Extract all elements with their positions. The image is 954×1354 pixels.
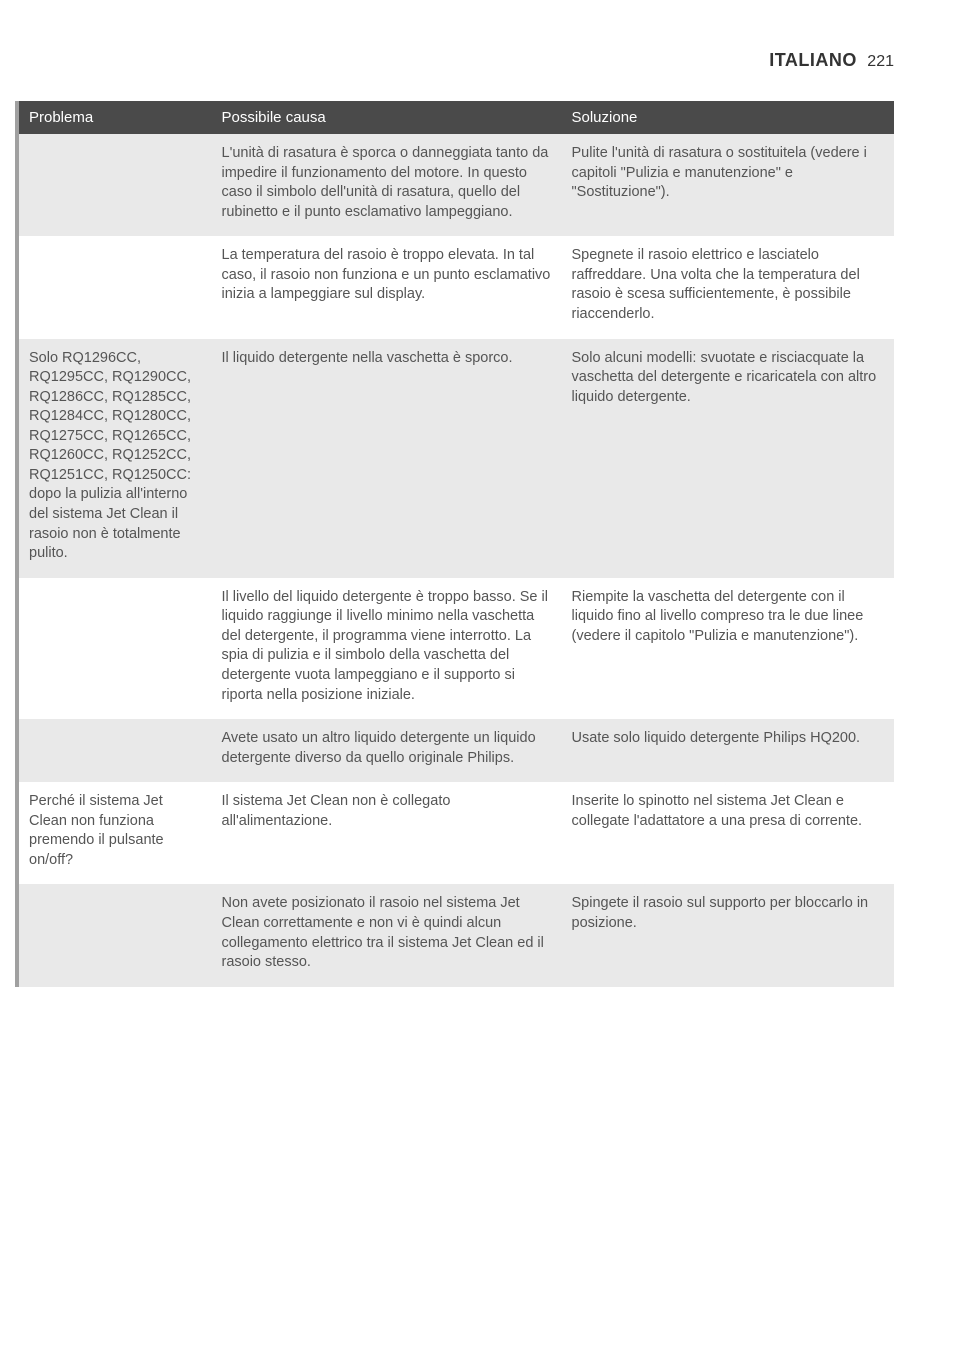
col-header-soluzione: Soluzione (562, 101, 895, 134)
table-row: Solo RQ1296CC, RQ1295CC, RQ1290CC, RQ128… (19, 339, 894, 578)
cell-causa: Non avete posizionato il rasoio nel sist… (212, 884, 562, 986)
table-row: Il livello del liquido detergente è trop… (19, 578, 894, 719)
cell-soluzione: Riempite la vaschetta del detergente con… (562, 578, 895, 719)
cell-problema (19, 884, 212, 986)
table-row: Avete usato un altro liquido detergente … (19, 719, 894, 782)
cell-soluzione: Inserite lo spinotto nel sistema Jet Cle… (562, 782, 895, 884)
col-header-problema: Problema (19, 101, 212, 134)
cell-causa: Il sistema Jet Clean non è collegato all… (212, 782, 562, 884)
language-label: ITALIANO (769, 50, 857, 70)
table-row: Perché il sistema Jet Clean non funziona… (19, 782, 894, 884)
cell-causa: L'unità di rasatura è sporca o danneggia… (212, 134, 562, 236)
cell-soluzione: Usate solo liquido detergente Philips HQ… (562, 719, 895, 782)
cell-causa: Il liquido detergente nella vaschetta è … (212, 339, 562, 578)
troubleshooting-table: Problema Possibile causa Soluzione L'uni… (19, 101, 894, 987)
page-number: 221 (867, 53, 894, 70)
cell-problema (19, 236, 212, 338)
cell-problema: Solo RQ1296CC, RQ1295CC, RQ1290CC, RQ128… (19, 339, 212, 578)
col-header-causa: Possibile causa (212, 101, 562, 134)
table-row: La temperatura del rasoio è troppo eleva… (19, 236, 894, 338)
cell-soluzione: Pulite l'unità di rasatura o sostituitel… (562, 134, 895, 236)
cell-causa: Il livello del liquido detergente è trop… (212, 578, 562, 719)
table-header-row: Problema Possibile causa Soluzione (19, 101, 894, 134)
cell-problema: Perché il sistema Jet Clean non funziona… (19, 782, 212, 884)
table-row: L'unità di rasatura è sporca o danneggia… (19, 134, 894, 236)
cell-soluzione: Solo alcuni modelli: svuotate e risciacq… (562, 339, 895, 578)
table-row: Non avete posizionato il rasoio nel sist… (19, 884, 894, 986)
cell-causa: La temperatura del rasoio è troppo eleva… (212, 236, 562, 338)
cell-soluzione: Spegnete il rasoio elettrico e lasciatel… (562, 236, 895, 338)
cell-problema (19, 719, 212, 782)
cell-problema (19, 134, 212, 236)
cell-problema (19, 578, 212, 719)
troubleshooting-table-wrap: Problema Possibile causa Soluzione L'uni… (15, 101, 894, 987)
page-header: ITALIANO 221 (15, 50, 894, 71)
cell-causa: Avete usato un altro liquido detergente … (212, 719, 562, 782)
cell-soluzione: Spingete il rasoio sul supporto per bloc… (562, 884, 895, 986)
